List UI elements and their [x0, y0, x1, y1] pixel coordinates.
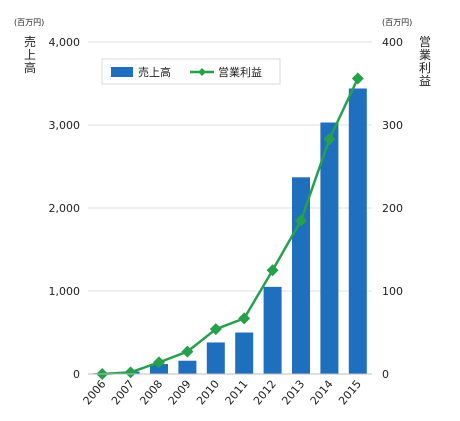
line-point-diamond	[295, 214, 307, 227]
axis-title-char: 上	[24, 48, 36, 62]
line-point-diamond	[323, 133, 336, 146]
bar-series	[93, 88, 367, 374]
x-tick-label: 2006	[81, 378, 109, 408]
y-left-tick-label: 4,000	[49, 36, 81, 49]
legend: 売上高 営業利益	[101, 58, 281, 85]
line-point-diamond	[181, 345, 194, 358]
legend-diamond-marker	[198, 68, 206, 76]
axis-title-char: 利	[419, 61, 431, 75]
x-tick-label: 2012	[251, 378, 279, 408]
x-tick-label: 2013	[279, 378, 307, 408]
axis-title-char: 営	[419, 35, 431, 49]
bar	[178, 360, 197, 374]
line-point-diamond	[209, 323, 222, 336]
legend-label-operating-profit: 営業利益	[218, 65, 262, 79]
y-left-title: 売上高	[24, 34, 36, 75]
y-right-unit: (百万円)	[382, 18, 412, 27]
line-point-diamond	[153, 356, 165, 369]
y-right-tick-label: 100	[382, 285, 403, 298]
axis-title-char: 売	[24, 34, 36, 49]
bar	[320, 122, 339, 374]
y-right-tick-label: 200	[382, 202, 403, 215]
axis-title-char: 高	[24, 60, 36, 75]
x-tick-label: 2007	[109, 378, 137, 408]
bar	[292, 177, 310, 374]
x-tick-label: 2014	[308, 378, 336, 408]
line-point-diamond	[351, 72, 364, 85]
axis-title-char: 益	[419, 74, 431, 88]
bar	[348, 88, 367, 374]
operating-profit-line	[102, 77, 359, 376]
bar	[150, 364, 168, 374]
line-point-diamond	[238, 312, 251, 325]
y-right-tick-label: 0	[382, 368, 389, 381]
y-right-title: 営業利益	[419, 35, 431, 88]
x-tick-label: 2009	[166, 378, 194, 408]
x-tick-label: 2011	[223, 378, 251, 408]
x-tick-label: 2008	[137, 378, 165, 408]
y-left-unit: (百万円)	[14, 18, 44, 27]
line-point-diamond	[124, 366, 137, 379]
y-left-tick-label: 0	[73, 368, 80, 381]
y-left-tick-label: 2,000	[49, 202, 81, 215]
y-left-tick-label: 3,000	[49, 119, 81, 132]
bar	[206, 342, 225, 374]
line-series	[96, 72, 364, 380]
y-left-tick-label: 1,000	[49, 285, 81, 298]
bar	[263, 286, 282, 374]
legend-bar-swatch	[111, 67, 133, 77]
legend-label-sales: 売上高	[138, 65, 171, 79]
y-right-tick-label: 300	[382, 119, 403, 132]
axis-title-char: 業	[419, 48, 431, 62]
y-right-tick-label: 400	[382, 36, 403, 49]
x-tick-label: 2015	[336, 378, 364, 408]
line-point-diamond	[266, 264, 279, 277]
bar	[235, 332, 254, 374]
x-tick-label: 2010	[194, 378, 222, 408]
